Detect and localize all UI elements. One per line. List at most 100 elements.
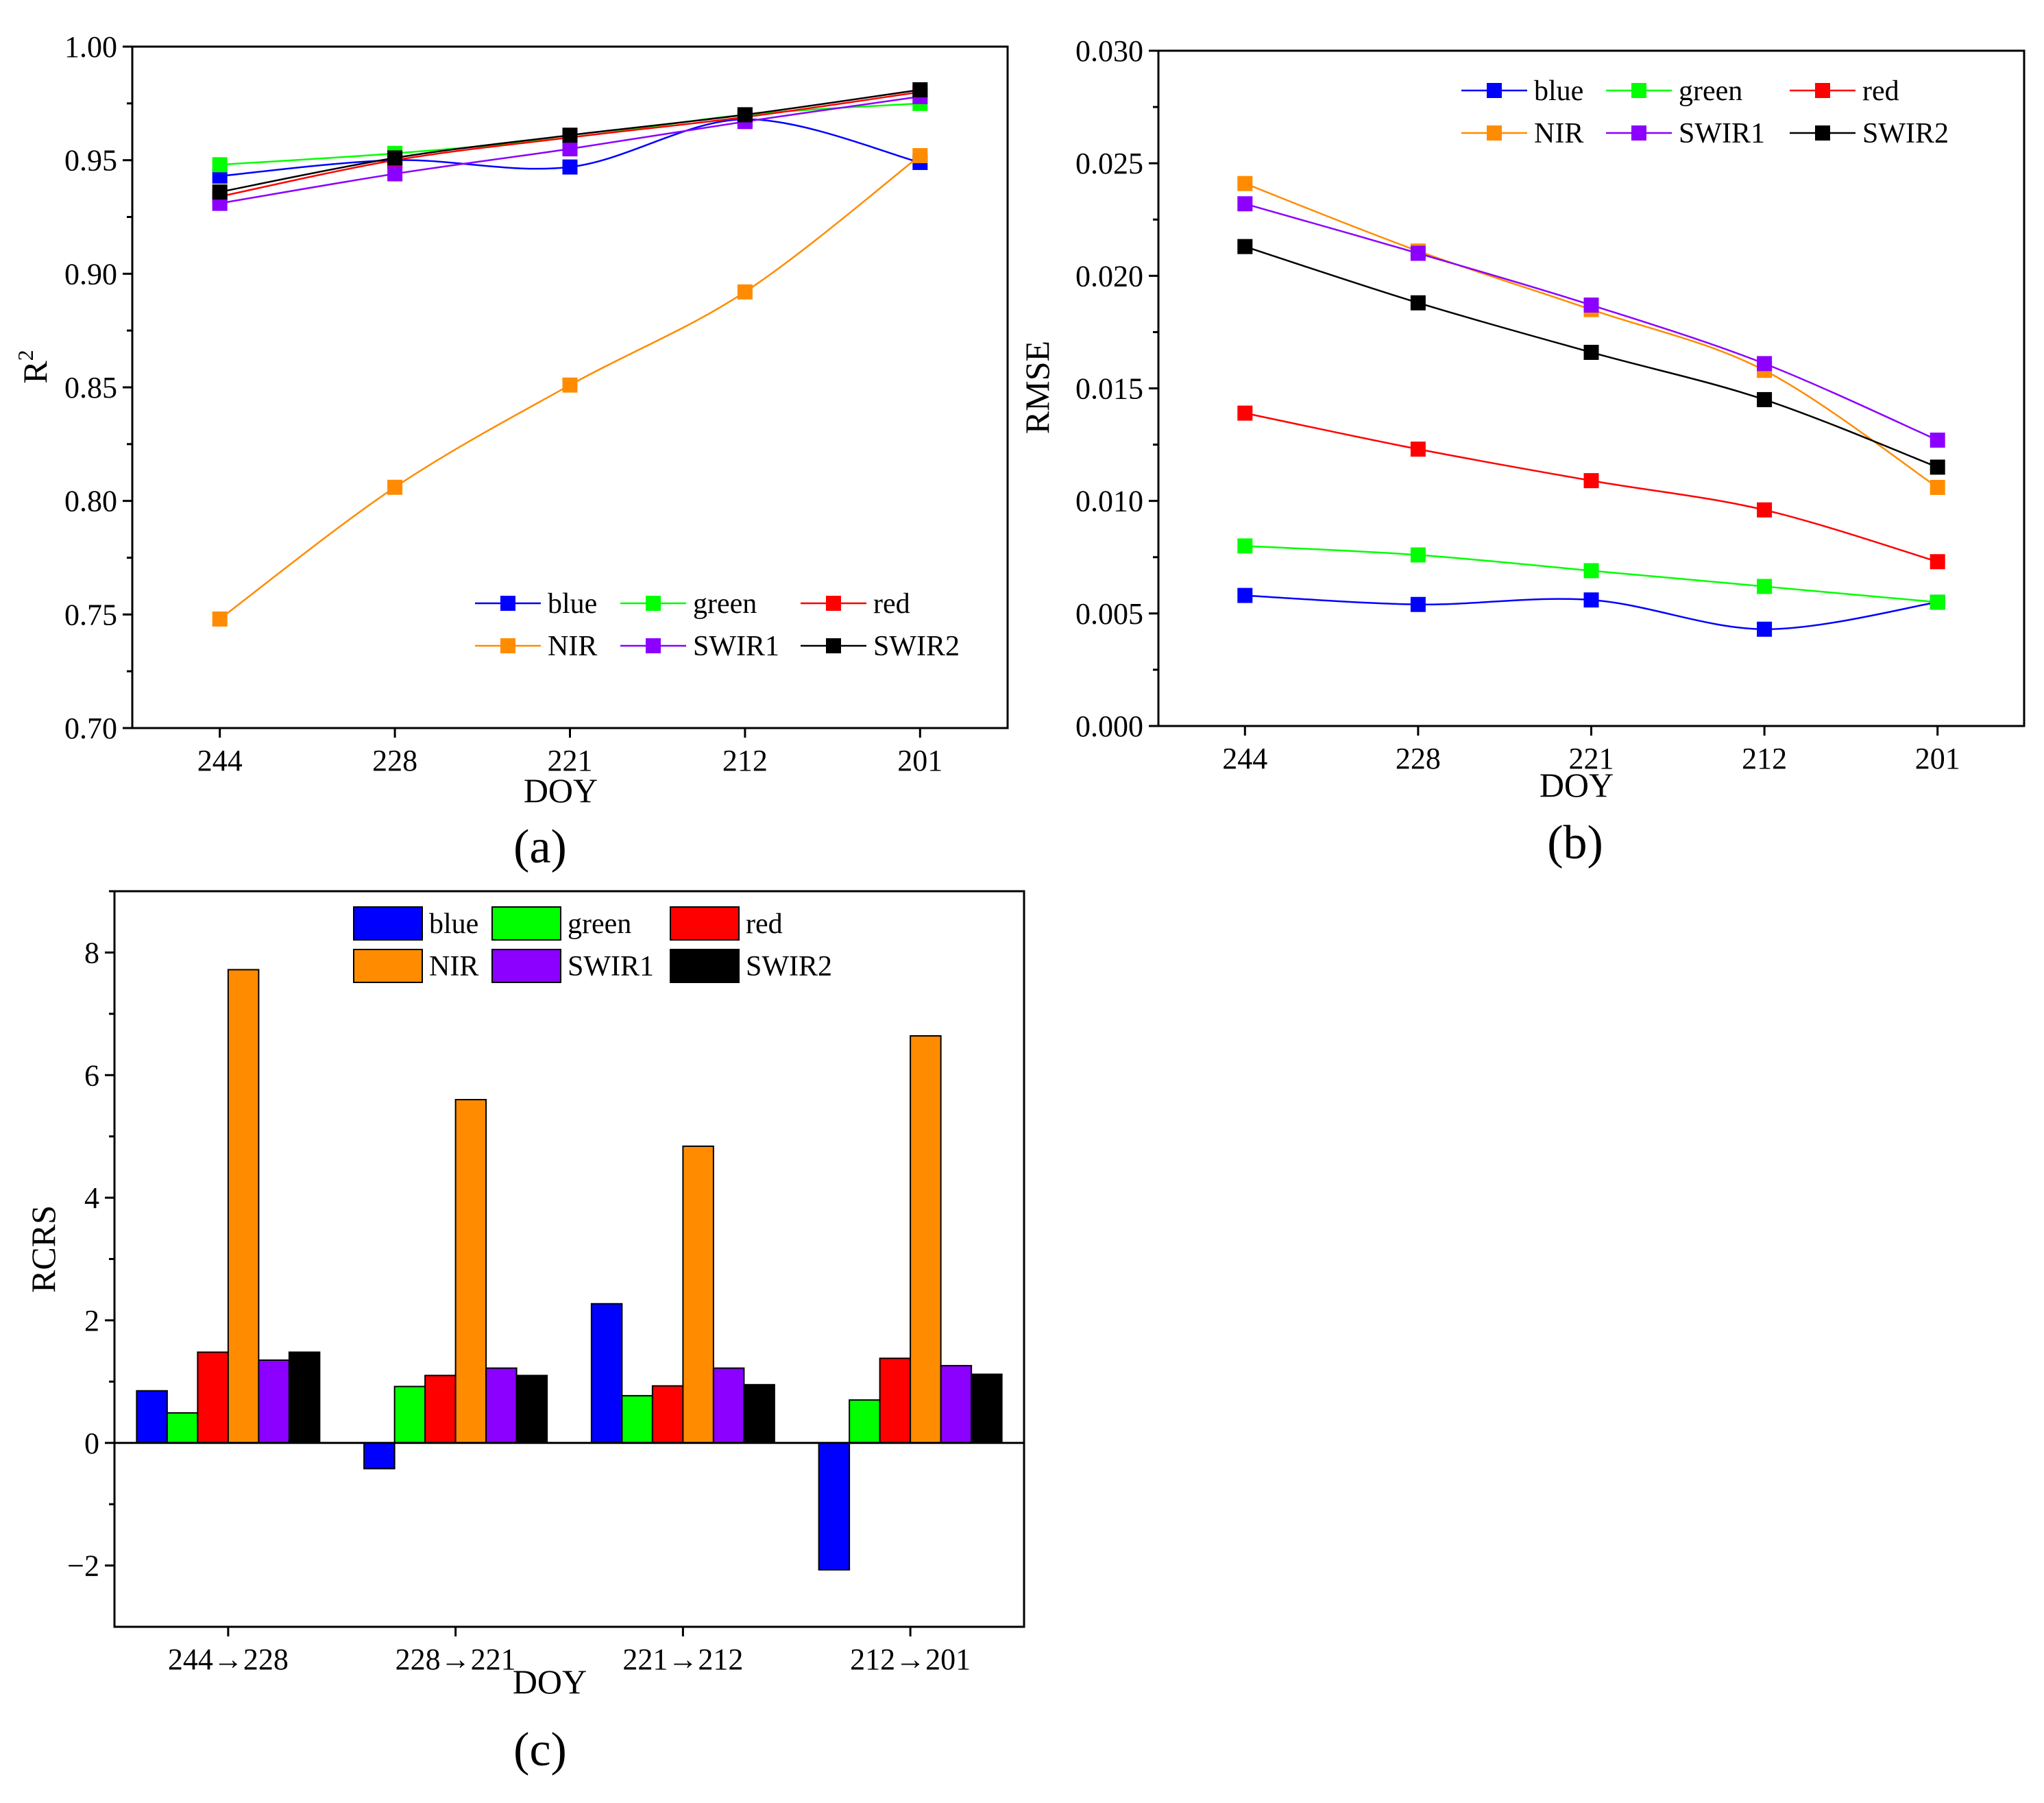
panel-a-legend-marker — [646, 638, 661, 653]
panel-c-rcrs-chart: RCRS DOY (c) −2 0 2 4 6 8 244→228 228→221 221→21… — [24, 890, 1025, 1776]
panel-a-legend-label: green — [693, 588, 757, 620]
panel-b-point-blue — [1757, 621, 1773, 637]
panel-b-legend-marker — [1631, 125, 1646, 141]
panel-a-point-nir — [912, 148, 928, 164]
panel-c-bar-green — [393, 1385, 426, 1444]
panel-a-legend-label: SWIR2 — [873, 631, 960, 662]
panel-b-ytick-label: 0.025 — [1075, 147, 1143, 180]
panel-b-label: (b) — [1547, 816, 1603, 869]
panel-b-point-swir2 — [1757, 391, 1773, 407]
panel-c-bar-swir2 — [288, 1351, 321, 1444]
panel-c-bar-green — [166, 1412, 199, 1444]
panel-b-point-green — [1237, 538, 1253, 554]
panel-b-xtick-label: 244 — [1222, 742, 1267, 775]
panel-b-ytick-label: 0.010 — [1075, 485, 1143, 518]
panel-c-label: (c) — [513, 1723, 567, 1776]
panel-b-point-swir2 — [1410, 295, 1426, 311]
panel-a-legend-label: red — [873, 588, 910, 620]
panel-a-xtick-label: 201 — [897, 744, 942, 777]
panel-b-legend-label: NIR — [1534, 118, 1583, 149]
panel-b-legend-label: blue — [1534, 75, 1583, 107]
panel-c-legend-swatch — [353, 906, 423, 941]
panel-a-point-swir2 — [212, 184, 228, 200]
panel-b-xtick-label: 201 — [1915, 742, 1960, 775]
panel-a-legend-marker — [500, 638, 515, 653]
panel-c-legend-swatch — [353, 949, 423, 983]
panel-a-legend-marker — [826, 596, 841, 611]
panel-c-bar-swir1 — [712, 1367, 745, 1444]
panel-c-legend-label: SWIR1 — [568, 951, 654, 982]
panel-c-bar-green — [621, 1394, 653, 1444]
panel-c-bar-red — [424, 1375, 457, 1444]
panel-c-ytick-label: −2 — [67, 1549, 99, 1583]
panel-c-bar-blue — [136, 1390, 168, 1444]
panel-b-xtick-label: 221 — [1569, 742, 1614, 775]
panel-a-ytick-label: 1.00 — [64, 30, 117, 64]
panel-b-ytick-label: 0.015 — [1075, 372, 1143, 406]
panel-c-xtick-label: 244→228 — [168, 1643, 289, 1676]
panel-b-xtick-label: 228 — [1396, 742, 1441, 775]
panel-b-point-swir1 — [1237, 196, 1253, 212]
panel-c-legend-swatch — [491, 906, 561, 941]
panel-a-xtick-label: 244 — [197, 744, 243, 777]
panel-c-legend-label: blue — [429, 908, 478, 940]
panel-b-point-green — [1930, 594, 1945, 610]
panel-c-legend-label: SWIR2 — [746, 951, 832, 982]
panel-a-ytick-label: 0.95 — [64, 144, 117, 178]
panel-a-xtick-label: 221 — [548, 744, 593, 777]
panel-b-legend-marker — [1815, 125, 1830, 141]
panel-a-xtick-label: 228 — [372, 744, 417, 777]
panel-c-xtick-label: 212→201 — [850, 1643, 971, 1676]
panel-c-bar-nir — [227, 969, 260, 1444]
panel-b-ytick-label: 0.030 — [1075, 34, 1143, 68]
panel-a-legend-label: SWIR1 — [693, 631, 779, 662]
panel-b-point-swir1 — [1930, 433, 1945, 448]
panel-b-legend-marker — [1487, 125, 1502, 141]
panel-c-bar-red — [651, 1385, 684, 1444]
panel-b-point-swir1 — [1410, 245, 1426, 261]
panel-a-legend-marker — [500, 596, 515, 611]
panel-b-point-swir1 — [1757, 356, 1773, 372]
panel-a-point-nir — [562, 377, 578, 393]
panel-c-ytick-label: 6 — [84, 1058, 99, 1092]
panel-b-xlabel: DOY — [1540, 766, 1614, 804]
panel-b-legend-label: SWIR1 — [1679, 118, 1765, 149]
panel-c-bar-nir — [682, 1145, 714, 1444]
panel-c-ytick-label: 2 — [84, 1304, 99, 1338]
panel-b-point-red — [1237, 405, 1253, 421]
panel-b-legend-label: green — [1679, 75, 1742, 107]
panel-a-legend-marker — [826, 638, 841, 653]
panel-b-ytick-label: 0.000 — [1075, 710, 1143, 743]
panel-c-bar-swir2 — [971, 1373, 1003, 1444]
panel-a-ytick-label: 0.80 — [64, 485, 117, 518]
panel-a-r2-chart: R2 DOY (a) 0.70 0.75 0.80 0.85 0.90 0.95 1.00 2… — [13, 30, 1009, 873]
panel-a-point-blue — [562, 159, 578, 175]
panel-c-bar-nir — [910, 1035, 942, 1444]
panel-b-point-red — [1930, 554, 1945, 570]
panel-b-ytick-label: 0.020 — [1075, 259, 1143, 293]
panel-b-legend: blue green red NIR SWIR1 SWIR2 — [1461, 75, 1949, 149]
panel-b-rmse-chart: RMSE DOY (b) 0.000 0.005 0.010 0.015 0.020 0.… — [1018, 34, 2025, 869]
panel-a-point-swir1 — [387, 166, 403, 182]
panel-c-xlabel: DOY — [513, 1662, 587, 1701]
panel-a-legend-label: blue — [548, 588, 597, 620]
panel-c-bar-green — [849, 1399, 881, 1444]
panel-a-xtick-label: 212 — [722, 744, 768, 777]
panel-b-legend-marker — [1487, 83, 1502, 98]
panel-b-legend-marker — [1815, 83, 1830, 98]
panel-c-bar-swir1 — [485, 1367, 518, 1444]
panel-a-point-swir2 — [562, 128, 578, 143]
panel-a-point-swir2 — [737, 107, 753, 123]
panel-b-point-swir1 — [1583, 298, 1599, 313]
panel-b-point-red — [1757, 502, 1773, 518]
panel-c-bar-blue — [363, 1442, 396, 1470]
panel-b-xtick-label: 212 — [1742, 742, 1787, 775]
panel-c-bar-swir1 — [258, 1359, 290, 1444]
panel-c-legend-label: NIR — [429, 951, 478, 982]
panel-a-legend: blue green red NIR SWIR1 SWIR2 — [475, 588, 960, 662]
panel-c-legend-swatch — [670, 906, 740, 941]
panel-c-legend-label: green — [568, 908, 631, 940]
panel-c-ytick-label: 8 — [84, 936, 99, 969]
panel-c-bar-swir2 — [743, 1383, 775, 1444]
panel-a-point-nir — [387, 479, 403, 495]
